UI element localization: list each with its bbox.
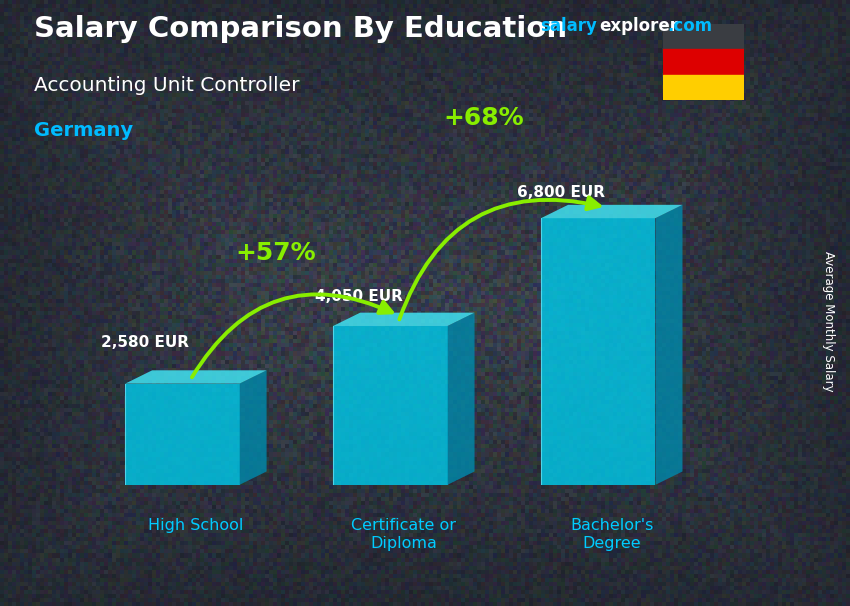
Polygon shape [125, 370, 267, 384]
Polygon shape [333, 326, 447, 485]
Polygon shape [125, 384, 240, 485]
Text: +68%: +68% [444, 106, 524, 130]
Polygon shape [541, 218, 655, 485]
Text: Salary Comparison By Education: Salary Comparison By Education [34, 15, 567, 43]
Polygon shape [333, 313, 474, 326]
Text: +57%: +57% [235, 241, 316, 265]
Polygon shape [655, 205, 683, 485]
Text: 2,580 EUR: 2,580 EUR [101, 335, 189, 350]
Text: 6,800 EUR: 6,800 EUR [517, 185, 605, 200]
Text: Average Monthly Salary: Average Monthly Salary [822, 251, 836, 391]
Polygon shape [447, 313, 474, 485]
Bar [663, 24, 744, 50]
Polygon shape [541, 205, 683, 218]
Text: Bachelor's
Degree: Bachelor's Degree [570, 518, 654, 550]
Text: 4,050 EUR: 4,050 EUR [315, 289, 403, 304]
Text: Germany: Germany [34, 121, 133, 140]
Text: High School: High School [148, 518, 244, 533]
Text: .com: .com [667, 17, 712, 35]
Text: Certificate or
Diploma: Certificate or Diploma [351, 518, 456, 550]
Bar [663, 50, 744, 75]
Polygon shape [240, 370, 267, 485]
Bar [663, 75, 744, 100]
Text: salary: salary [540, 17, 597, 35]
Text: explorer: explorer [599, 17, 678, 35]
Text: Accounting Unit Controller: Accounting Unit Controller [34, 76, 299, 95]
